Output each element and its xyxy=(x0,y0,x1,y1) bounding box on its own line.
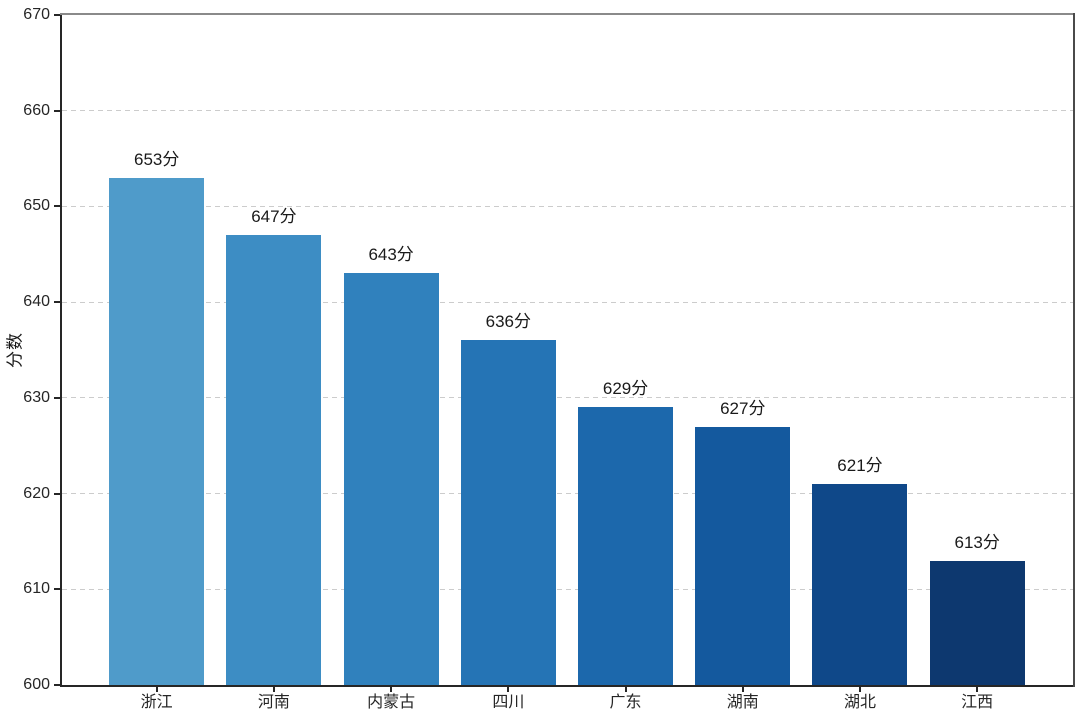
y-gridline xyxy=(62,493,1073,495)
bar-value-label: 647分 xyxy=(251,207,297,227)
x-tick-label: 湖北 xyxy=(843,694,876,711)
y-tick-label: 660 xyxy=(23,101,50,119)
plot-top-spine xyxy=(60,13,1075,15)
x-tick xyxy=(272,687,275,692)
bar-value-label: 627分 xyxy=(720,398,766,418)
y-tick xyxy=(54,301,60,304)
bar-value-label: 636分 xyxy=(485,312,532,332)
bar xyxy=(812,484,908,685)
bar xyxy=(109,177,205,685)
x-tick-label: 广东 xyxy=(609,694,642,711)
bar-value-label: 643分 xyxy=(368,245,414,265)
x-tick xyxy=(507,687,510,692)
bar-value-label: 629分 xyxy=(602,379,649,399)
x-tick xyxy=(155,687,158,692)
y-tick xyxy=(54,14,60,16)
bar xyxy=(343,273,439,685)
y-tick xyxy=(54,109,60,112)
bar-value-label: 621分 xyxy=(837,456,883,475)
x-tick xyxy=(858,687,861,692)
bar-value-label: 653分 xyxy=(134,149,180,169)
bar xyxy=(578,407,674,685)
x-tick xyxy=(390,687,393,692)
bar xyxy=(460,340,556,685)
x-tick-label: 四川 xyxy=(492,694,525,711)
y-tick-label: 600 xyxy=(23,676,50,693)
y-tick xyxy=(54,684,60,686)
plot-bottom-spine xyxy=(60,685,1075,687)
y-tick xyxy=(54,396,60,399)
y-tick-label: 610 xyxy=(23,580,50,598)
x-tick-label: 湖南 xyxy=(726,694,759,711)
y-tick-label: 640 xyxy=(23,293,50,311)
x-tick xyxy=(741,687,744,692)
x-tick-label: 江西 xyxy=(961,694,994,711)
x-tick-label: 内蒙古 xyxy=(367,694,416,711)
y-tick xyxy=(54,588,60,591)
x-tick-label: 浙江 xyxy=(140,694,173,711)
y-tick-label: 620 xyxy=(23,484,50,502)
y-tick-label: 630 xyxy=(23,388,50,406)
bar-value-label: 613分 xyxy=(954,532,1000,552)
x-tick-label: 河南 xyxy=(257,694,290,711)
x-tick xyxy=(976,687,979,692)
x-tick xyxy=(624,687,627,692)
bar xyxy=(929,560,1025,685)
y-gridline xyxy=(62,205,1073,207)
bar xyxy=(695,426,791,685)
y-tick xyxy=(54,205,60,208)
y-gridline xyxy=(62,301,1073,303)
y-tick-label: 670 xyxy=(23,6,50,23)
y-tick xyxy=(54,492,60,495)
y-gridline xyxy=(62,110,1073,112)
y-gridline xyxy=(62,588,1073,590)
bar xyxy=(226,235,322,685)
y-axis-title: 分数 xyxy=(5,332,25,368)
plot-left-spine xyxy=(60,13,62,687)
plot-right-spine xyxy=(1073,13,1075,687)
y-gridline xyxy=(62,397,1073,399)
y-tick-label: 650 xyxy=(23,197,50,215)
